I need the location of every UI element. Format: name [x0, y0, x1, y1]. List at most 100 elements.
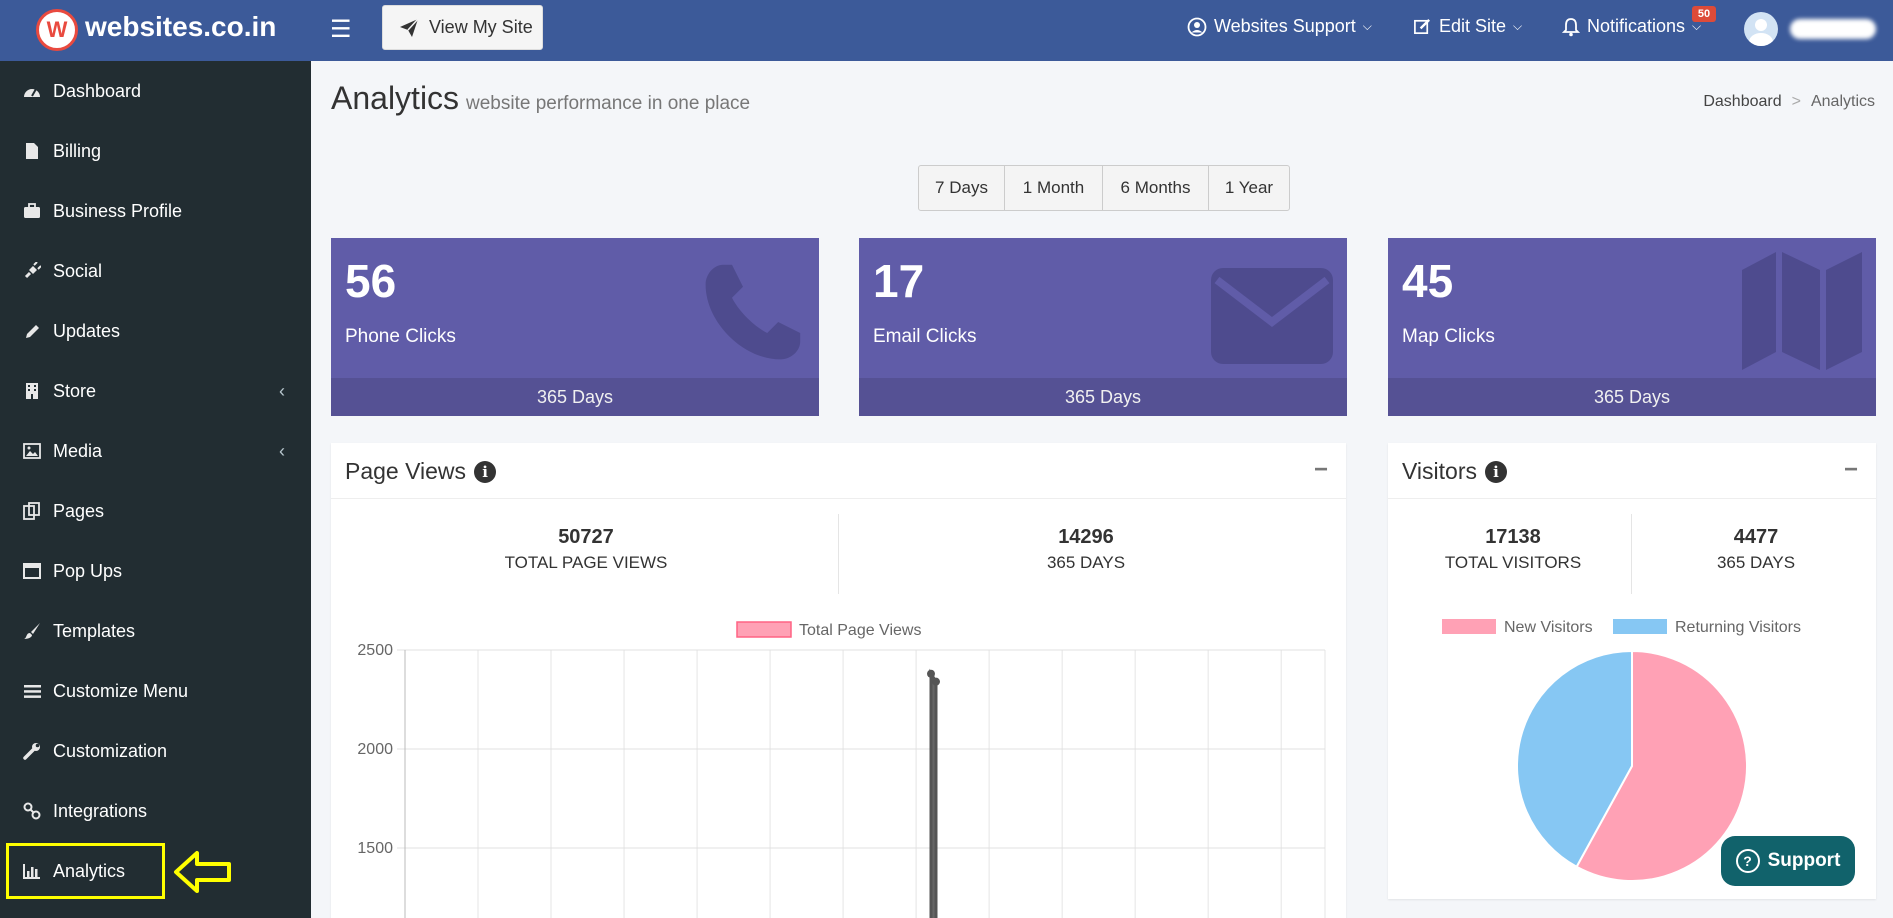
top-navbar: W websites.co.in ☰ View My Site Websites…: [0, 0, 1893, 61]
map-icon: [1742, 252, 1862, 370]
sidebar-item-label: Integrations: [53, 800, 148, 821]
sidebar-item-business-profile[interactable]: Business Profile: [0, 188, 311, 234]
visitors-pie-chart: New Visitors Returning Visitors: [1442, 619, 1801, 882]
data-point[interactable]: [932, 677, 940, 686]
notifications-menu[interactable]: Notifications ⌵: [1562, 16, 1701, 37]
sidebar-item-label: Business Profile: [53, 200, 183, 221]
phone-clicks-box: 56 Phone Clicks 365 Days: [331, 238, 819, 416]
chevron-down-icon: ⌵: [1692, 19, 1702, 33]
kpi-value: 50727: [558, 526, 614, 548]
username-redacted[interactable]: [1790, 19, 1876, 39]
paintbrush-icon: [20, 622, 44, 640]
sidebar-item-media[interactable]: Media ‹: [0, 428, 311, 474]
page-title: Analytics: [331, 80, 460, 116]
kpi-label: 365 DAYS: [1046, 553, 1126, 572]
sidebar-item-customization[interactable]: Customization: [0, 728, 311, 774]
view-my-site-label: View My Site: [429, 17, 533, 37]
sidebar-item-templates[interactable]: Templates: [0, 608, 311, 654]
page-views-line-chart: Total Page Views 2500 2000 1500: [357, 621, 1326, 918]
kpi-label: TOTAL PAGE VIEWS: [504, 553, 668, 572]
sidebar-item-pages[interactable]: Pages: [0, 488, 311, 534]
pages-icon: [20, 502, 44, 520]
card-title: Page Views i: [345, 458, 497, 485]
breadcrumb-home-link[interactable]: Dashboard: [1703, 93, 1782, 110]
notifications-count-badge: 50: [1692, 6, 1716, 22]
sidebar-item-social[interactable]: Social: [0, 248, 311, 294]
kpi-value: 17138: [1485, 526, 1541, 548]
pencil-icon: [20, 323, 44, 340]
collapse-icon[interactable]: −: [1313, 456, 1328, 483]
sidebar: [0, 61, 311, 918]
websites-support-label: Websites Support: [1214, 16, 1356, 36]
stat-footer[interactable]: 365 Days: [1388, 378, 1876, 416]
envelope-icon: [1211, 268, 1333, 364]
kpi-label: 365 DAYS: [1716, 553, 1796, 572]
stat-footer[interactable]: 365 Days: [331, 378, 819, 416]
brand-logo[interactable]: W websites.co.in: [0, 0, 311, 61]
sidebar-item-integrations[interactable]: Integrations: [0, 788, 311, 834]
info-icon[interactable]: i: [1485, 460, 1507, 483]
logo-badge-icon: W: [36, 9, 78, 51]
period-visitors-kpi: 4477 365 DAYS: [1651, 526, 1861, 573]
chevron-left-icon: ‹: [279, 440, 285, 461]
file-icon: [20, 142, 44, 160]
hamburger-menu-icon[interactable]: ☰: [330, 16, 352, 43]
legend-label[interactable]: New Visitors: [1504, 619, 1593, 636]
dashboard-icon: [20, 83, 44, 99]
card-divider: [1388, 498, 1876, 499]
sidebar-item-billing[interactable]: Billing: [0, 128, 311, 174]
sidebar-item-analytics[interactable]: Analytics: [0, 848, 311, 894]
sidebar-item-dashboard[interactable]: Dashboard: [0, 68, 311, 114]
visitors-card: Visitors i − 17138 TOTAL VISITORS 4477 3…: [1388, 443, 1876, 899]
breadcrumb-current: Analytics: [1810, 93, 1875, 110]
legend-label[interactable]: Returning Visitors: [1675, 619, 1801, 636]
sidebar-item-label: Social: [53, 260, 103, 281]
range-6-months-button[interactable]: 6 Months: [1103, 166, 1209, 210]
annotation-arrow-icon: [174, 851, 231, 893]
stat-label: Email Clicks: [873, 326, 977, 347]
user-circle-icon: [1187, 17, 1207, 36]
user-avatar[interactable]: [1744, 12, 1778, 46]
page-views-card: Page Views i − 50727 TOTAL PAGE VIEWS 14…: [331, 443, 1346, 918]
support-button[interactable]: ? Support: [1721, 836, 1855, 886]
sidebar-item-store[interactable]: Store ‹: [0, 368, 311, 414]
breadcrumb: Dashboard > Analytics: [1703, 93, 1875, 111]
stat-value: 56: [345, 255, 397, 307]
wrench-icon: [20, 742, 44, 760]
sidebar-item-pop-ups[interactable]: Pop Ups: [0, 548, 311, 594]
info-icon[interactable]: i: [474, 460, 497, 483]
collapse-icon[interactable]: −: [1843, 456, 1858, 483]
plug-icon: [20, 262, 44, 280]
pie-slice-new-visitors[interactable]: [1575, 649, 1748, 882]
total-page-views-kpi: 50727 TOTAL PAGE VIEWS: [461, 526, 711, 573]
legend-swatch[interactable]: [736, 621, 792, 638]
sidebar-item-updates[interactable]: Updates: [0, 308, 311, 354]
map-clicks-box: 45 Map Clicks 365 Days: [1388, 238, 1876, 416]
brand-name: websites.co.in: [85, 11, 277, 42]
edit-site-menu[interactable]: Edit Site ⌵: [1413, 16, 1522, 37]
legend-label[interactable]: Total Page Views: [799, 622, 921, 639]
range-1-month-button[interactable]: 1 Month: [1005, 166, 1103, 210]
stat-footer[interactable]: 365 Days: [859, 378, 1347, 416]
notifications-label: Notifications: [1587, 16, 1686, 36]
bell-icon: [1562, 17, 1580, 36]
range-7-days-button[interactable]: 7 Days: [919, 166, 1005, 210]
building-icon: [20, 382, 44, 400]
sidebar-item-label: Customize Menu: [53, 680, 189, 701]
support-label: Support: [1767, 850, 1841, 871]
email-clicks-box: 17 Email Clicks 365 Days: [859, 238, 1347, 416]
avatar-head: [1755, 19, 1767, 31]
legend-swatch-returning-visitors[interactable]: [1613, 619, 1667, 634]
stat-label: Map Clicks: [1402, 326, 1495, 347]
period-page-views-kpi: 14296 365 DAYS: [961, 526, 1211, 573]
stat-value: 45: [1402, 255, 1454, 307]
range-1-year-button[interactable]: 1 Year: [1224, 178, 1274, 197]
total-visitors-kpi: 17138 TOTAL VISITORS: [1408, 526, 1618, 573]
view-my-site-button[interactable]: View My Site: [382, 5, 543, 50]
sidebar-item-customize-menu[interactable]: Customize Menu: [0, 668, 311, 714]
legend-swatch-new-visitors[interactable]: [1442, 619, 1496, 634]
websites-support-menu[interactable]: Websites Support ⌵: [1187, 16, 1372, 37]
data-point[interactable]: [927, 669, 935, 678]
pie-slice-returning-visitors[interactable]: [1516, 649, 1633, 869]
breadcrumb-separator: >: [1791, 93, 1801, 110]
